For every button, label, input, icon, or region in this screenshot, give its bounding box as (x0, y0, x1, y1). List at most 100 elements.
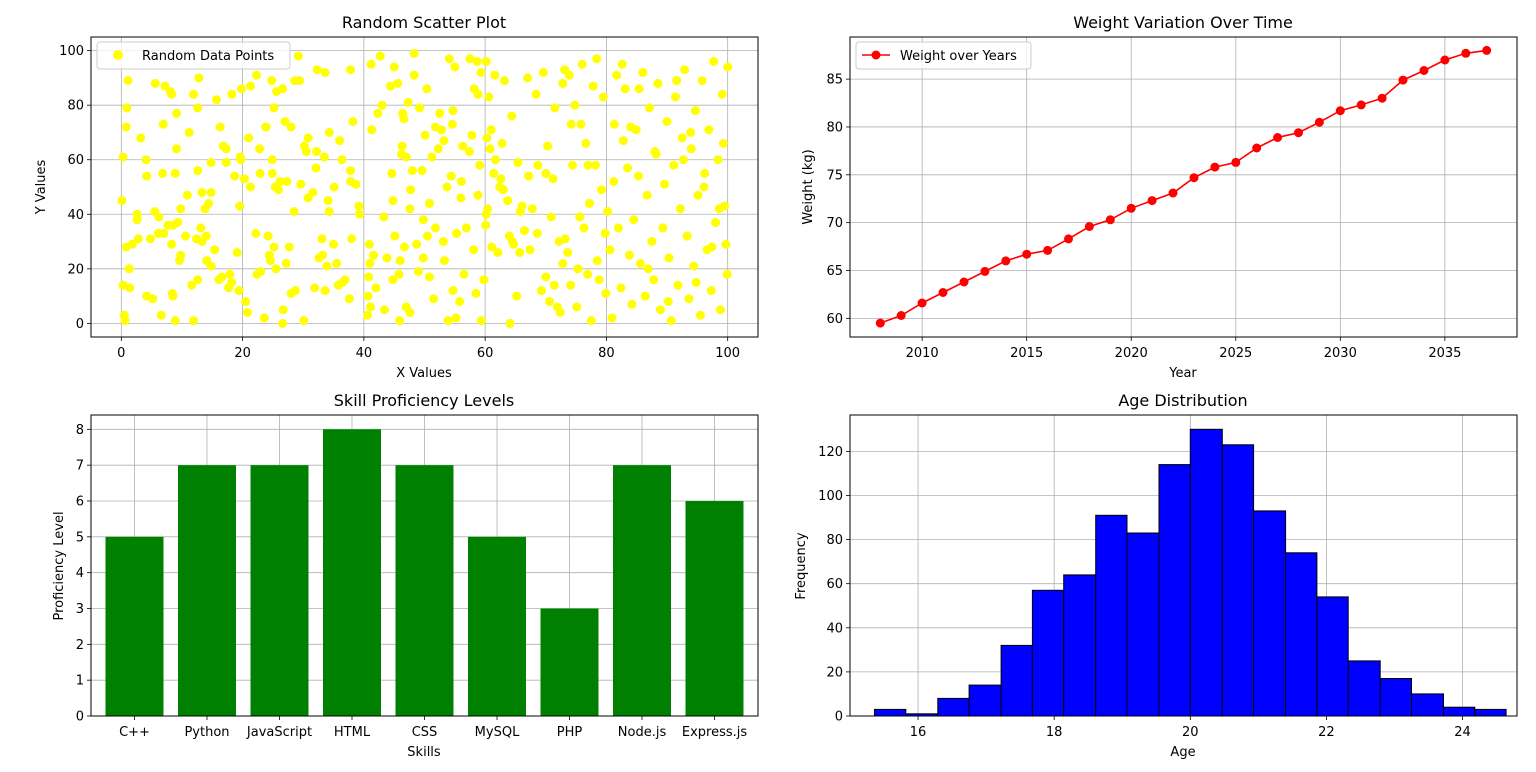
scatter-legend: Random Data Points (96, 41, 291, 70)
weight-line (880, 49, 1487, 324)
scatter-point (193, 166, 203, 176)
scatter-point (550, 103, 560, 113)
scatter-point (289, 207, 299, 216)
scatter-point (573, 264, 583, 274)
scatter-point (584, 198, 594, 208)
skill-bar (178, 465, 236, 716)
scatter-point (507, 111, 517, 121)
scatter-point (634, 84, 644, 94)
scatter-point (418, 215, 428, 225)
scatter-point (393, 78, 403, 88)
weight-point (1314, 117, 1324, 127)
scatter-point (709, 57, 719, 66)
y-tick-label: 60 (67, 153, 84, 168)
scatter-point (706, 286, 716, 296)
scatter-point (206, 261, 216, 271)
scatter-point (524, 171, 534, 181)
scatter-point (232, 248, 242, 257)
y-tick-label: 60 (826, 577, 843, 592)
scatter-point (176, 250, 186, 260)
scatter-point (515, 207, 525, 216)
scatter-point (366, 59, 376, 69)
scatter-point (723, 62, 733, 72)
scatter-point (239, 174, 249, 184)
weight-point (1398, 75, 1408, 85)
scatter-point (390, 231, 400, 241)
scatter-point (420, 130, 430, 140)
scatter-point (558, 78, 568, 88)
scatter-point (375, 51, 385, 61)
scatter-point (212, 95, 221, 105)
scatter-point (588, 81, 598, 91)
scatter-point (722, 269, 732, 279)
scatter-point (503, 196, 513, 206)
scatter-point (537, 286, 546, 296)
y-tick-label: 0 (835, 710, 843, 725)
scatter-point (482, 133, 492, 143)
scatter-point (429, 294, 439, 304)
scatter-point (549, 280, 559, 290)
scatter-point (364, 272, 374, 282)
scatter-point (655, 305, 665, 315)
scatter-point (570, 100, 580, 110)
scatter-point (189, 89, 198, 99)
scatter-point (643, 264, 653, 274)
scatter-point (286, 288, 296, 298)
weight-point (1189, 173, 1199, 183)
scatter-point (172, 108, 181, 118)
scatter-point (355, 209, 365, 219)
scatter-point (484, 92, 494, 102)
age-bars (874, 428, 1507, 717)
x-tick-label: 2015 (1010, 346, 1043, 361)
weight-point (1001, 256, 1011, 266)
weight-point (1084, 222, 1094, 231)
scatter-point (707, 242, 717, 252)
scatter-point (255, 168, 265, 178)
scatter-point (623, 163, 633, 173)
y-tick-label: 4 (76, 566, 84, 581)
weight-point (1482, 45, 1492, 55)
x-tick-label: 20 (1182, 725, 1199, 740)
skill-bar (540, 608, 599, 716)
scatter-point (193, 275, 203, 285)
scatter-point (634, 171, 643, 181)
x-tick-label: 20 (234, 346, 251, 361)
scatter-point (704, 125, 714, 135)
scatter-point (691, 106, 700, 116)
scatter-point (322, 261, 332, 271)
scatter-point (422, 84, 432, 94)
scatter-point (662, 117, 672, 126)
age-axes-frame (849, 414, 1518, 717)
scatter-point (154, 212, 164, 222)
weight-point (1231, 157, 1241, 167)
scatter-point (189, 316, 198, 326)
scatter-point (317, 234, 327, 244)
scatter-point (555, 308, 565, 317)
weight-ylabel: Weight (kg) (801, 149, 816, 224)
scatter-point (576, 119, 586, 129)
scatter-point (299, 316, 309, 326)
scatter-point (158, 119, 168, 129)
age-bin-bar (937, 697, 970, 717)
scatter-point (284, 242, 294, 252)
scatter-point (638, 68, 648, 77)
scatter-point (497, 138, 507, 148)
scatter-point (363, 310, 372, 320)
skills-ylabel: Proficiency Level (52, 511, 67, 620)
scatter-point (444, 54, 454, 64)
scatter-point (721, 239, 731, 249)
scatter-point (365, 258, 375, 268)
scatter-point (273, 185, 283, 195)
scatter-point (423, 231, 432, 241)
y-tick-label: 5 (76, 530, 84, 545)
scatter-point (367, 125, 377, 135)
weight-line-panel: Weight Variation Over Time 2010 2015 2020 2… (801, 13, 1518, 381)
x-tick-label: 2020 (1115, 346, 1148, 361)
weight-point (1461, 48, 1471, 58)
scatter-point (451, 313, 461, 323)
scatter-point (543, 141, 553, 151)
scatter-point (329, 239, 338, 249)
scatter-point (377, 100, 387, 110)
scatter-point (346, 166, 355, 176)
scatter-point (629, 215, 639, 225)
